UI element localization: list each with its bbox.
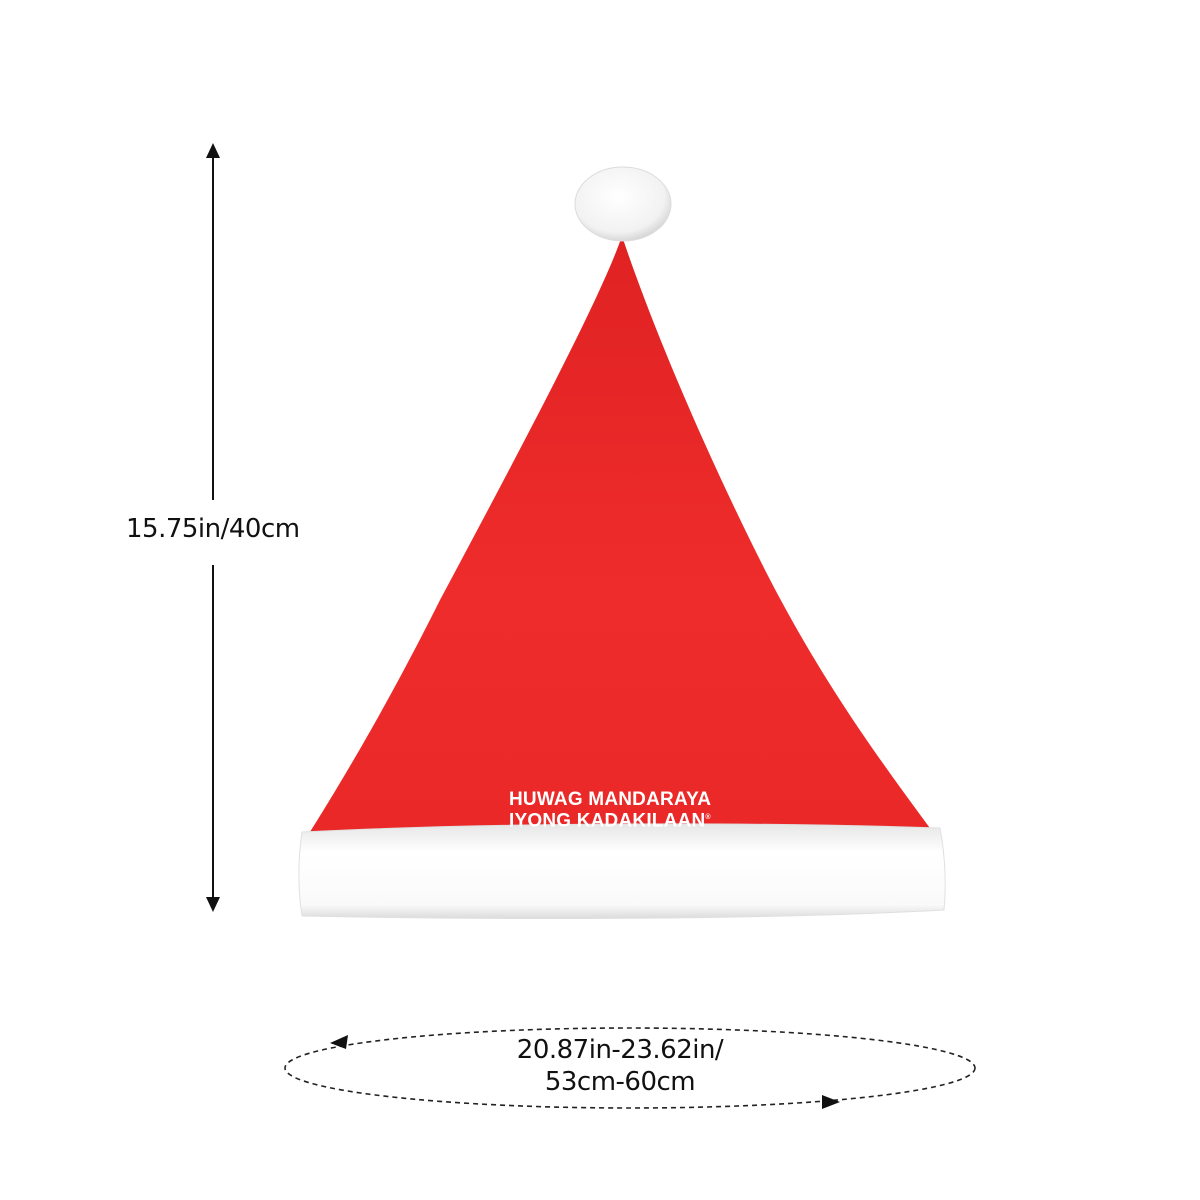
print-text-line-2-text: IYONG KADAKILAAN [509,810,706,832]
print-text-line-1: HUWAG MANDARAYA [509,789,712,810]
height-dimension-arrow [206,143,220,912]
print-text-line-2: IYONG KADAKILAAN® [509,809,711,830]
circumference-line-2: 53cm-60cm [544,1067,696,1097]
height-label: 15.75in/40cm [126,514,300,544]
circumference-dimension [284,1027,976,1109]
hat-brim-trim [298,823,946,919]
circumference-label: 20.87in-23.62in/ 53cm-60cm [480,1034,760,1098]
hat-cone [305,236,935,840]
hat-pompom [574,166,672,242]
hat-print-text: HUWAG MANDARAYA IYONG KADAKILAAN® [509,789,712,830]
circumference-line-1: 20.87in-23.62in/ [516,1035,724,1065]
registered-mark: ® [705,814,711,821]
